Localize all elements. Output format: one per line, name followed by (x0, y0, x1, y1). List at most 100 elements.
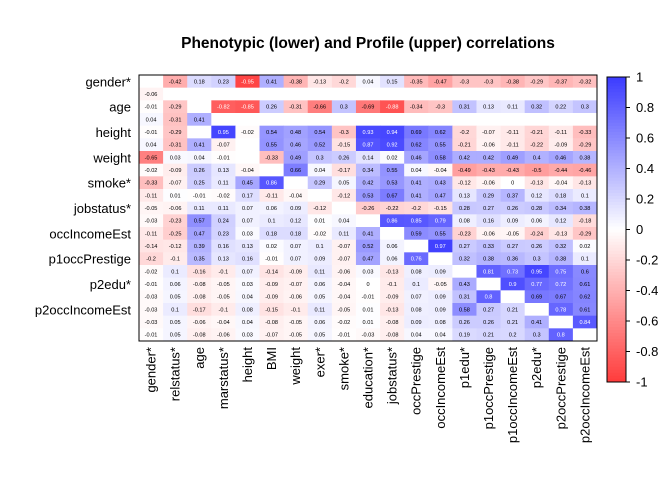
heatmap-cell (139, 151, 164, 165)
column-label: relstatus* (168, 347, 183, 401)
cell-value-label: -0.82 (217, 105, 230, 111)
cell-value-label: 0.27 (459, 244, 470, 250)
heatmap-cell (500, 265, 526, 279)
row-label: smoke* (88, 176, 131, 191)
cell-value-label: 0.11 (194, 206, 204, 212)
heatmap-cell (476, 315, 501, 329)
cell-value-label: 0.28 (459, 206, 470, 212)
heatmap-cell (452, 163, 477, 177)
cell-value-label: 0.02 (266, 244, 277, 250)
heatmap-cell (404, 151, 429, 165)
heatmap-cell (428, 265, 453, 279)
cell-value-label: 0.04 (363, 79, 374, 85)
heatmap-cell (452, 189, 477, 203)
heatmap-cell (163, 252, 188, 266)
heatmap-cell (163, 303, 188, 317)
cell-value-label: 0.14 (363, 155, 374, 161)
heatmap-cell (428, 151, 453, 165)
column-label: weight (288, 347, 303, 386)
heatmap-cell (283, 87, 309, 101)
cell-value-label: 0.42 (483, 155, 494, 161)
colorbar-segment (607, 171, 626, 176)
cell-value-label: -0.06 (193, 320, 206, 326)
heatmap-cell (307, 75, 333, 89)
cell-value-label: 0.27 (507, 244, 518, 250)
heatmap-cell (500, 100, 526, 114)
cell-value-label: -0.14 (145, 244, 158, 250)
heatmap-cell (163, 100, 188, 114)
column-label: p2edu* (529, 347, 544, 388)
cell-value-label: 0.3 (533, 257, 541, 263)
cell-value-label: -0.06 (482, 143, 495, 149)
heatmap-cell (404, 125, 429, 139)
cell-value-label: 0.12 (290, 219, 301, 225)
heatmap-cell (500, 75, 526, 89)
colorbar-segment (607, 220, 626, 224)
cell-value-label: 0.13 (483, 105, 494, 111)
heatmap-cell (355, 239, 381, 253)
colorbar-segment (607, 217, 626, 221)
heatmap-cell (259, 303, 285, 317)
cell-value-label: -0.34 (410, 105, 423, 111)
cell-value-label: 0.11 (218, 181, 228, 187)
cell-value-label: -0.09 (265, 282, 278, 288)
cell-value-label: 0.11 (315, 307, 325, 313)
cell-value-label: 0.81 (483, 269, 494, 275)
heatmap-cell (572, 87, 598, 101)
row-label: age (109, 100, 131, 115)
cell-value-label: 0.31 (459, 105, 470, 111)
heatmap-cell (380, 214, 405, 228)
row-labels: gender* age height weight smoke* jobstatus* oc… (35, 74, 131, 317)
heatmap-cell (163, 328, 188, 342)
cell-value-label: -0.32 (579, 79, 592, 85)
heatmap-cell (380, 176, 405, 190)
heatmap-cell (307, 290, 333, 304)
colorbar-segment (607, 168, 626, 173)
colorbar-segment (607, 122, 626, 127)
cell-value-label: -0.01 (265, 257, 278, 263)
cell-value-label: 0.2 (509, 333, 517, 339)
heatmap-cell (235, 176, 260, 190)
cell-value-label: -0.3 (460, 79, 470, 85)
cell-value-label: -0.49 (458, 168, 471, 174)
cell-value-label: -0.12 (338, 193, 351, 199)
cell-value-label: 0.52 (314, 143, 325, 149)
cell-value-label: 0.01 (363, 320, 374, 326)
cell-value-label: -0.31 (169, 117, 182, 123)
colorbar-segment (607, 342, 626, 346)
heatmap-cell (355, 290, 381, 304)
heatmap-cell (355, 176, 381, 190)
colorbar-segment (607, 180, 626, 185)
cell-value-label: -0.21 (530, 130, 543, 136)
colorbar-tick-label: -0.4 (636, 283, 658, 298)
heatmap-cell (476, 138, 501, 152)
colorbar-segment (607, 293, 626, 298)
heatmap-cell (548, 163, 574, 177)
heatmap-cell (187, 290, 212, 304)
heatmap-cell (235, 125, 260, 139)
cell-value-label: 0.38 (483, 257, 494, 263)
heatmap-cell (572, 290, 598, 304)
cell-value-label: 0.13 (459, 193, 470, 199)
heatmap-cell (428, 163, 453, 177)
heatmap-cell (235, 227, 260, 241)
heatmap-cell (548, 138, 574, 152)
cell-value-label: -0.1 (219, 307, 229, 313)
heatmap-cell (428, 290, 453, 304)
heatmap-cell (404, 113, 429, 127)
heatmap-cell (211, 189, 236, 203)
cell-value-label: -0.01 (145, 105, 158, 111)
heatmap-cell (331, 138, 357, 152)
cell-value-label: 0.26 (507, 206, 518, 212)
cell-value-label: -0.11 (506, 143, 518, 149)
cell-value-label: 0.09 (411, 320, 422, 326)
cell-value-label: -0.22 (386, 206, 399, 212)
cell-value-label: 0 (511, 181, 514, 187)
heatmap-cell (548, 87, 574, 101)
cell-value-label: 0.11 (507, 105, 517, 111)
heatmap-cell (404, 163, 429, 177)
heatmap-cell (452, 75, 477, 89)
heatmap-cell (428, 138, 453, 152)
cell-value-label: -0.09 (386, 295, 399, 301)
heatmap-cell (235, 113, 260, 127)
